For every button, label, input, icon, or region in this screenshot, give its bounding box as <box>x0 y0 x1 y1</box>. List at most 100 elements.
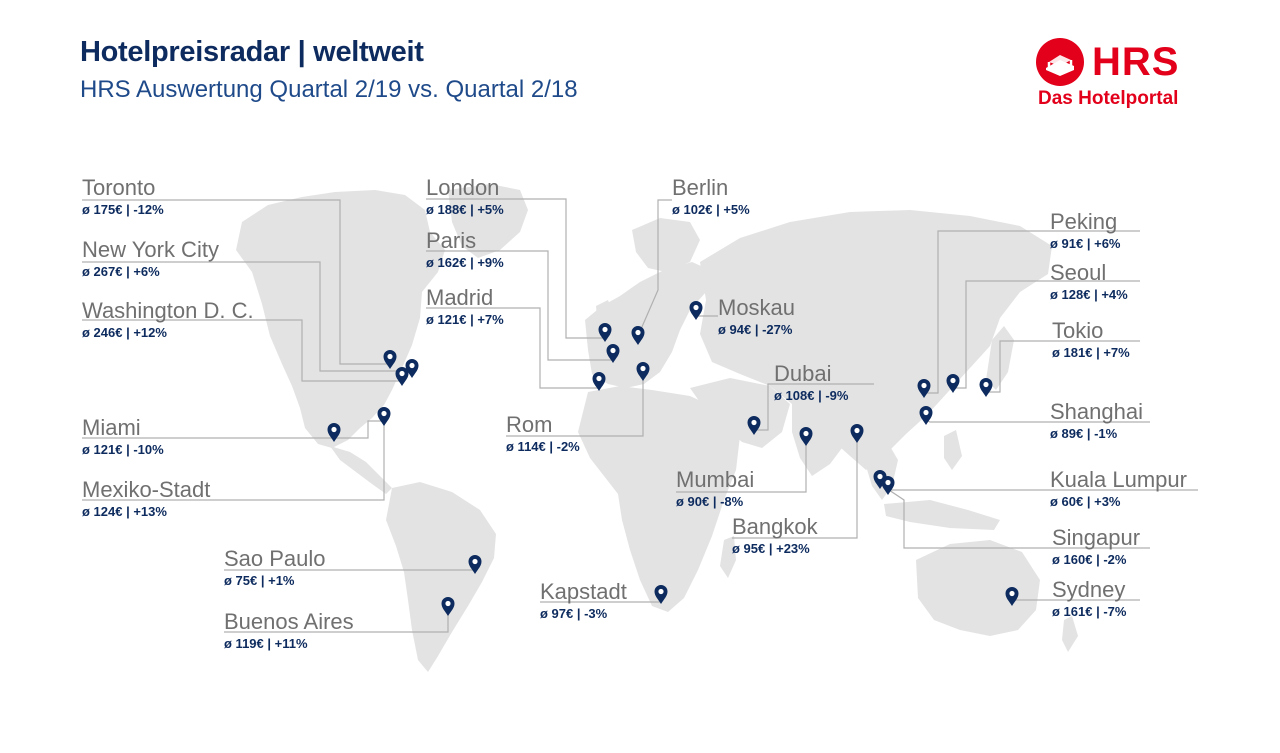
city-label-toronto: Toronto ø 175€ | -12% <box>82 176 164 219</box>
leader-line-singapur <box>879 483 1150 549</box>
map-pin-icon-dubai[interactable] <box>747 416 761 435</box>
city-label-miami: Miami ø 121€ | -10% <box>82 416 164 459</box>
city-name: Moskau <box>718 295 796 320</box>
city-label-mumbai: Mumbai ø 90€ | -8% <box>676 468 754 511</box>
map-pin-icon-buenos-aires[interactable] <box>441 597 455 616</box>
map-pin-icon-london[interactable] <box>598 323 612 342</box>
city-label-peking: Peking ø 91€ | +6% <box>1050 210 1120 253</box>
leader-line-berlin <box>637 199 672 337</box>
city-label-bangkok: Bangkok ø 95€ | +23% <box>732 515 818 558</box>
city-label-london: London ø 188€ | +5% <box>426 176 504 219</box>
map-pin-icon-shanghai[interactable] <box>919 406 933 425</box>
leader-line-mexiko-stadt <box>82 421 385 501</box>
hrs-wordmark: HRS <box>1092 40 1180 84</box>
map-pin-icon-berlin[interactable] <box>631 326 645 345</box>
city-label-seoul: Seoul ø 128€ | +4% <box>1050 261 1128 304</box>
map-pin-icon-tokio[interactable] <box>979 378 993 397</box>
city-label-rom: Rom ø 114€ | -2% <box>506 413 580 456</box>
hrs-logo[interactable]: HRS Das Hotelportal <box>1036 38 1202 110</box>
africa-landmass <box>578 386 740 612</box>
page-subtitle: HRS Auswertung Quartal 2/19 vs. Quartal … <box>80 76 578 103</box>
map-pin-icon-paris[interactable] <box>606 344 620 363</box>
map-pin-icon-rom[interactable] <box>636 362 650 381</box>
city-price-stats: ø 161€ | -7% <box>1052 604 1127 619</box>
city-name: Kuala Lumpur <box>1050 467 1187 492</box>
city-name: Paris <box>426 228 477 253</box>
city-price-stats: ø 108€ | -9% <box>774 388 849 403</box>
city-price-stats: ø 60€ | +3% <box>1050 494 1121 509</box>
city-price-stats: ø 119€ | +11% <box>224 636 308 651</box>
city-price-stats: ø 102€ | +5% <box>672 202 750 217</box>
city-name: Berlin <box>672 175 729 200</box>
city-price-stats: ø 162€ | +9% <box>426 255 504 270</box>
leader-line-mumbai <box>676 437 807 493</box>
madagascar-landmass <box>720 536 736 578</box>
leader-line-new-york-city <box>82 261 412 372</box>
city-name: Shanghai <box>1050 399 1143 424</box>
leader-line-miami <box>82 420 384 439</box>
city-label-kuala-lumpur: Kuala Lumpur ø 60€ | +3% <box>1050 468 1187 511</box>
map-pin-icon-kapstadt[interactable] <box>654 585 668 604</box>
city-name: Bangkok <box>732 514 818 539</box>
hrs-bed-icon <box>1036 38 1084 86</box>
map-pin-icon-sao-paulo[interactable] <box>468 555 482 574</box>
city-price-stats: ø 94€ | -27% <box>718 322 793 337</box>
map-pin-icon-washington-d-c[interactable] <box>395 367 409 386</box>
map-pin-icon-miami[interactable] <box>377 407 391 426</box>
map-pin-icon-seoul[interactable] <box>946 374 960 393</box>
map-pin-icon-toronto[interactable] <box>383 350 397 369</box>
city-price-stats: ø 124€ | +13% <box>82 504 167 519</box>
map-pin-icon-moskau[interactable] <box>689 301 703 320</box>
map-pin-icon-mexiko-stadt[interactable] <box>327 423 341 442</box>
city-price-stats: ø 267€ | +6% <box>82 264 160 279</box>
city-price-stats: ø 91€ | +6% <box>1050 236 1121 251</box>
central-america-landmass <box>330 446 392 494</box>
leader-line-peking <box>924 230 1140 394</box>
city-label-buenos-aires: Buenos Aires ø 119€ | +11% <box>224 610 354 653</box>
city-name: Sao Paulo <box>224 546 326 571</box>
leader-line-rom <box>506 372 644 437</box>
city-label-moskau: Moskau ø 94€ | -27% <box>718 296 795 339</box>
map-pin-icon-madrid[interactable] <box>592 372 606 391</box>
city-label-shanghai: Shanghai ø 89€ | -1% <box>1050 400 1143 443</box>
city-label-singapur: Singapur ø 160€ | -2% <box>1052 526 1140 569</box>
leader-line-toronto <box>82 199 390 365</box>
city-label-paris: Paris ø 162€ | +9% <box>426 229 504 272</box>
leader-line-seoul <box>953 280 1140 389</box>
city-price-stats: ø 114€ | -2% <box>506 439 580 454</box>
city-name: Singapur <box>1052 525 1141 550</box>
map-pin-icon-peking[interactable] <box>917 379 931 398</box>
map-pin-icon-singapur[interactable] <box>873 470 887 489</box>
city-name: Madrid <box>426 285 494 310</box>
city-price-stats: ø 160€ | -2% <box>1052 552 1127 567</box>
map-pin-icon-mumbai[interactable] <box>799 427 813 446</box>
city-label-new-york-city: New York City ø 267€ | +6% <box>82 238 219 281</box>
city-name: Seoul <box>1050 260 1107 285</box>
page-title: Hotelpreisradar | weltweit <box>80 36 424 68</box>
leader-line-tokio <box>986 340 1140 393</box>
leader-lines <box>82 198 1198 633</box>
city-price-stats: ø 128€ | +4% <box>1050 287 1128 302</box>
city-label-madrid: Madrid ø 121€ | +7% <box>426 286 504 329</box>
leader-line-paris <box>426 250 613 361</box>
city-price-stats: ø 121€ | +7% <box>426 312 504 327</box>
map-pin-icon-new-york-city[interactable] <box>405 359 419 378</box>
leader-line-bangkok <box>732 434 858 539</box>
australia-landmass <box>916 540 1040 636</box>
city-label-kapstadt: Kapstadt ø 97€ | -3% <box>540 580 627 623</box>
city-price-stats: ø 175€ | -12% <box>82 202 164 217</box>
south-america-landmass <box>386 482 496 672</box>
city-name: Tokio <box>1052 318 1104 343</box>
indonesia-landmass <box>884 500 1000 530</box>
map-pin-icon-bangkok[interactable] <box>850 424 864 443</box>
scandinavia-landmass <box>632 218 700 272</box>
map-pin-icon-sydney[interactable] <box>1005 587 1019 606</box>
city-name: Sydney <box>1052 577 1126 602</box>
greenland-landmass <box>448 184 528 258</box>
city-name: Buenos Aires <box>224 609 354 634</box>
city-name: Kapstadt <box>540 579 627 604</box>
leader-line-london <box>426 198 605 339</box>
city-name: New York City <box>82 237 219 262</box>
city-price-stats: ø 90€ | -8% <box>676 494 744 509</box>
